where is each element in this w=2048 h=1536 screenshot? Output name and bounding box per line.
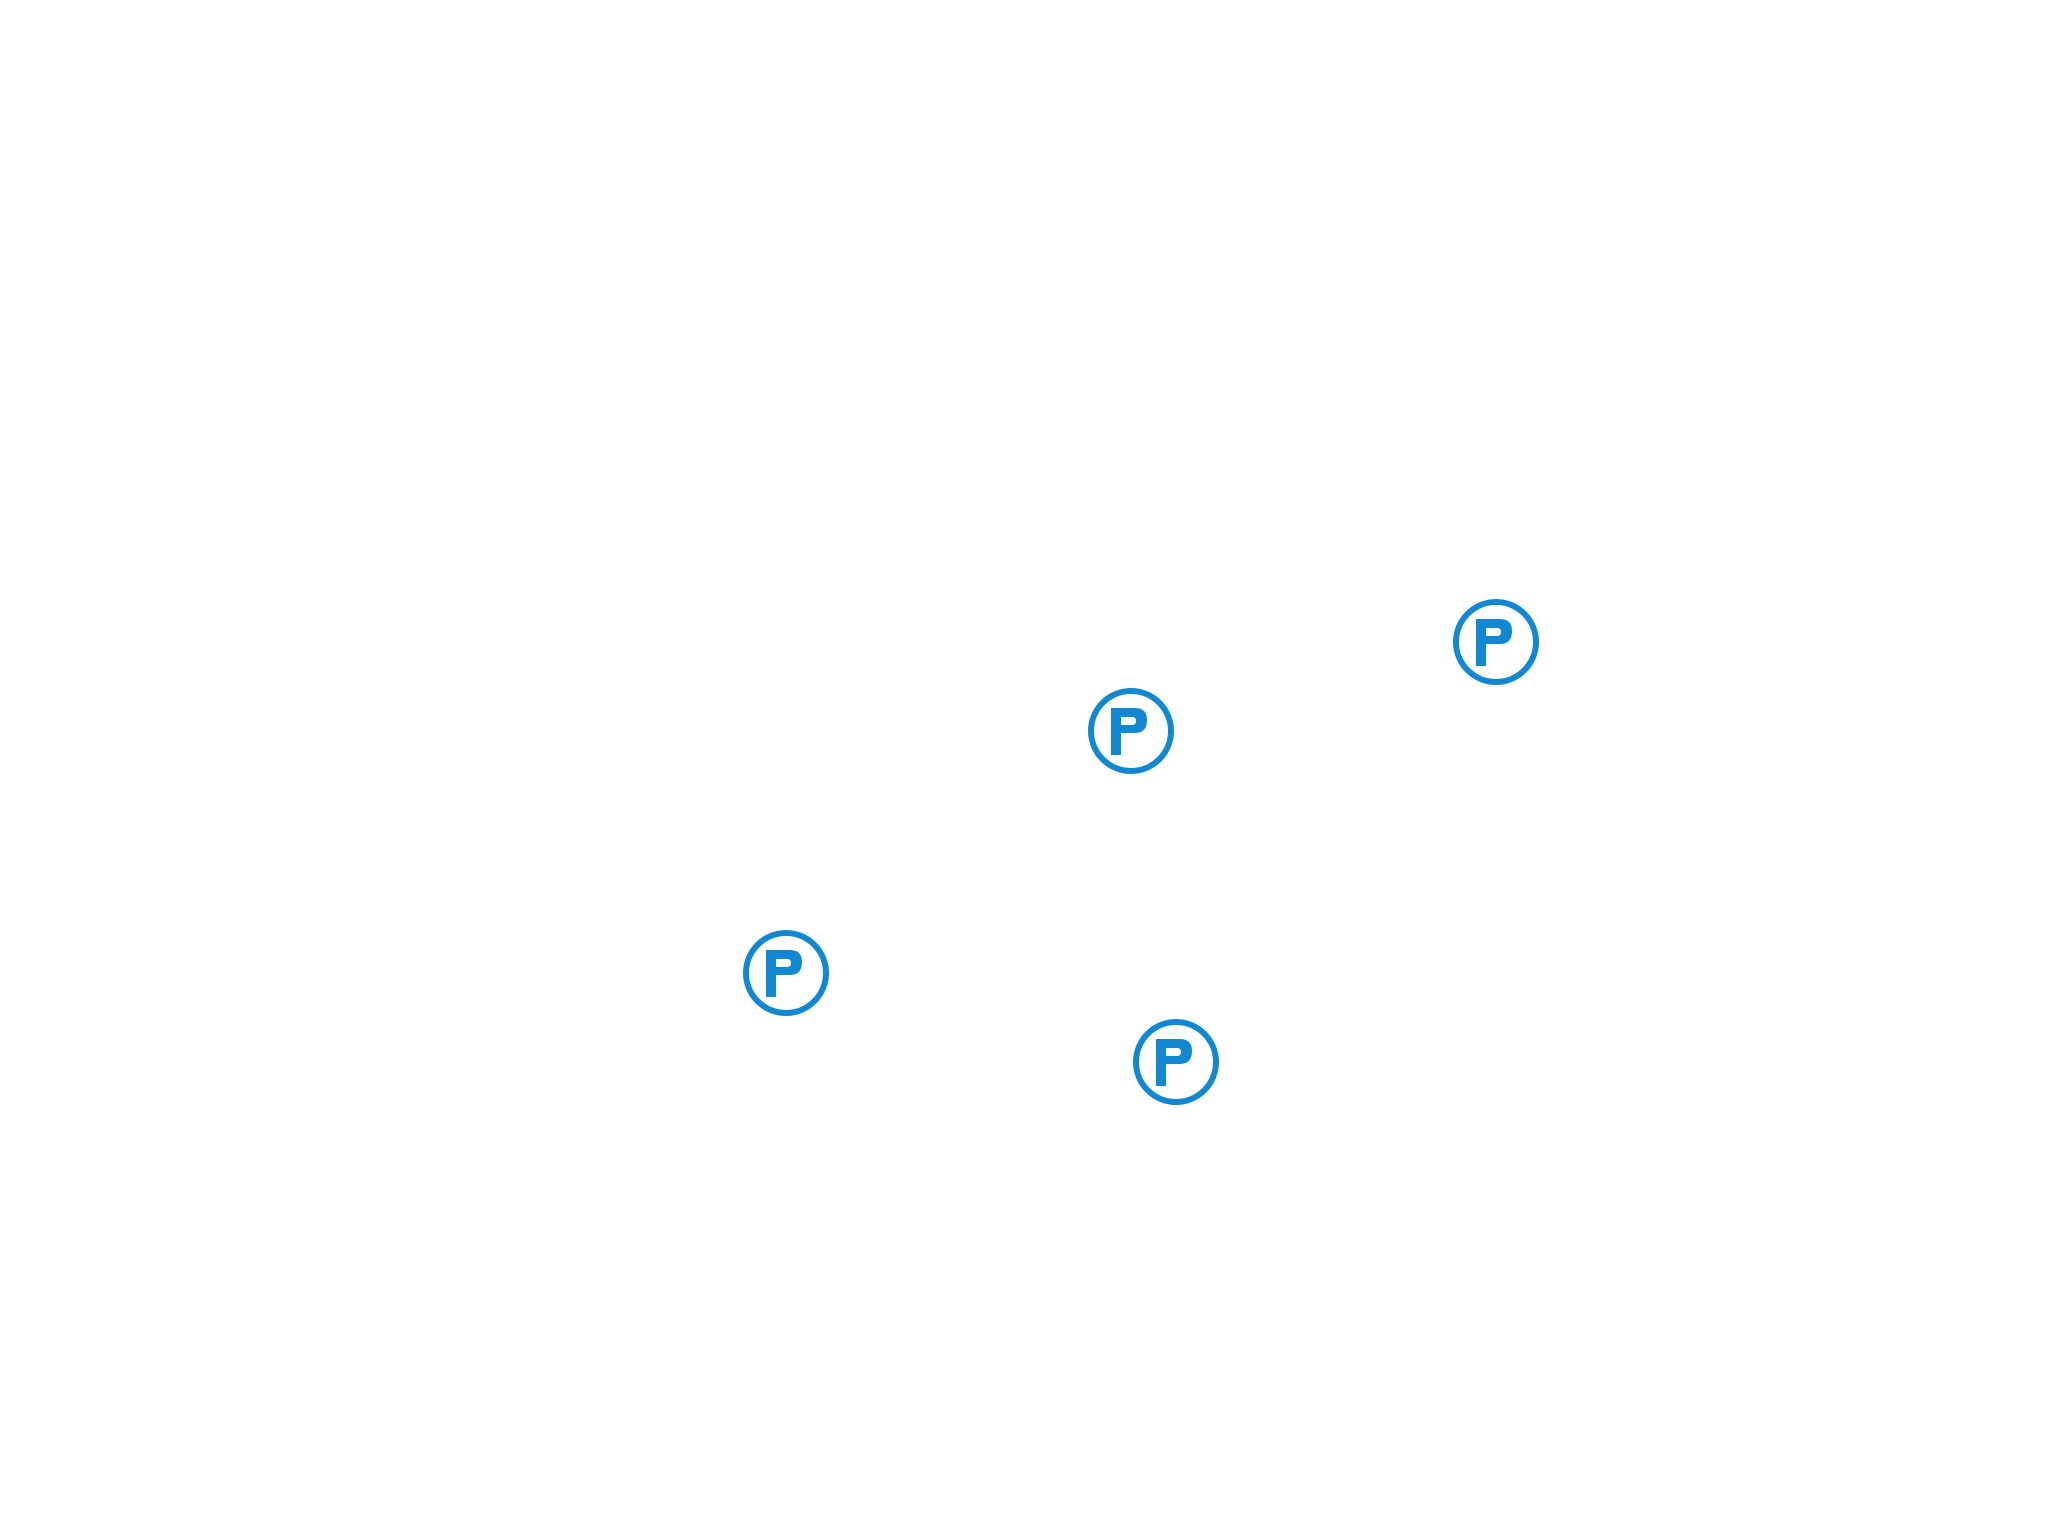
parking-icon xyxy=(1453,599,1539,685)
parking-icon xyxy=(743,930,829,1016)
parking-marker[interactable] xyxy=(1083,683,1179,779)
parking-marker[interactable] xyxy=(1448,594,1544,690)
parking-marker[interactable] xyxy=(738,925,834,1021)
parking-icon xyxy=(1088,688,1174,774)
parking-marker[interactable] xyxy=(1128,1014,1224,1110)
parking-icon xyxy=(1133,1019,1219,1105)
